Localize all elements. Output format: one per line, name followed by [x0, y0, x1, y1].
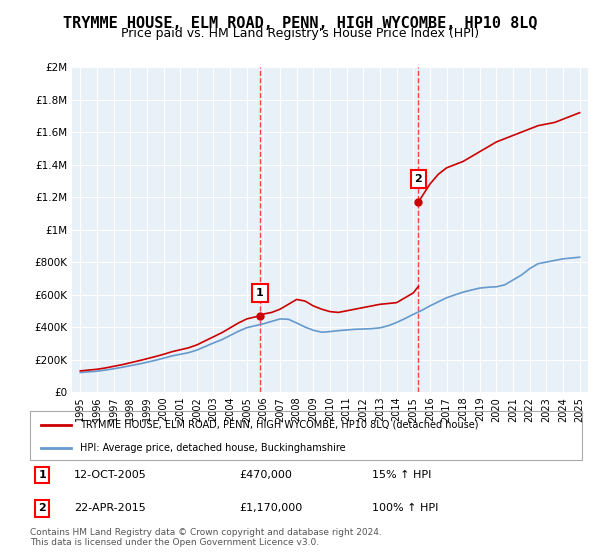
Text: Price paid vs. HM Land Registry's House Price Index (HPI): Price paid vs. HM Land Registry's House … [121, 27, 479, 40]
Text: TRYMME HOUSE, ELM ROAD, PENN, HIGH WYCOMBE, HP10 8LQ: TRYMME HOUSE, ELM ROAD, PENN, HIGH WYCOM… [63, 16, 537, 31]
Text: TRYMME HOUSE, ELM ROAD, PENN, HIGH WYCOMBE, HP10 8LQ (detached house): TRYMME HOUSE, ELM ROAD, PENN, HIGH WYCOM… [80, 420, 478, 430]
Text: Contains HM Land Registry data © Crown copyright and database right 2024.
This d: Contains HM Land Registry data © Crown c… [30, 528, 382, 547]
Text: 2: 2 [415, 174, 422, 184]
Text: 1: 1 [256, 288, 264, 298]
Text: 12-OCT-2005: 12-OCT-2005 [74, 470, 147, 480]
Text: 100% ↑ HPI: 100% ↑ HPI [372, 503, 439, 513]
Text: HPI: Average price, detached house, Buckinghamshire: HPI: Average price, detached house, Buck… [80, 443, 346, 453]
Text: 1: 1 [38, 470, 46, 480]
Text: £470,000: £470,000 [240, 470, 293, 480]
Text: £1,170,000: £1,170,000 [240, 503, 303, 513]
Text: 22-APR-2015: 22-APR-2015 [74, 503, 146, 513]
Text: 2: 2 [38, 503, 46, 513]
Text: 15% ↑ HPI: 15% ↑ HPI [372, 470, 431, 480]
